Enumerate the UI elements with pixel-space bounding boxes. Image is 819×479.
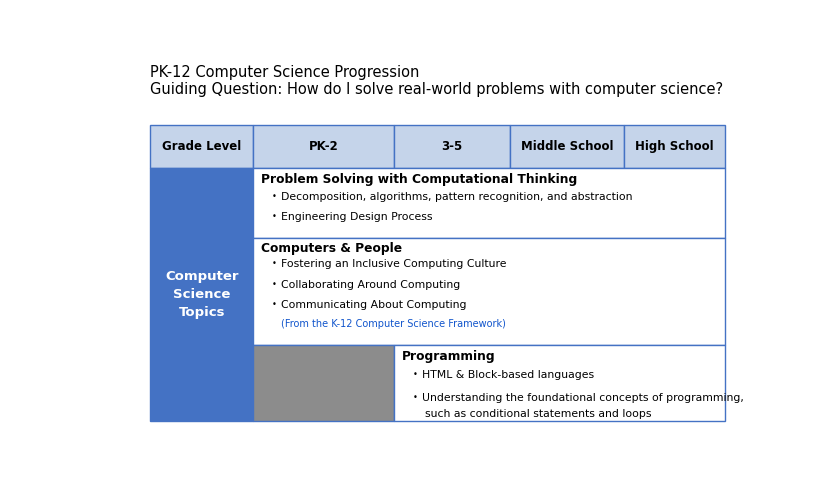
Text: Fostering an Inclusive Computing Culture: Fostering an Inclusive Computing Culture	[281, 259, 506, 269]
Bar	[151, 125, 253, 168]
Text: Grade Level: Grade Level	[162, 140, 242, 153]
Text: Problem Solving with Computational Thinking: Problem Solving with Computational Think…	[260, 173, 577, 186]
Text: 3-5: 3-5	[441, 140, 463, 153]
Text: •: •	[272, 212, 277, 221]
Text: Programming: Programming	[401, 350, 495, 363]
Bar	[253, 168, 726, 238]
Text: Understanding the foundational concepts of programming,: Understanding the foundational concepts …	[422, 393, 744, 403]
Text: •: •	[272, 259, 277, 268]
Text: Engineering Design Process: Engineering Design Process	[281, 212, 432, 222]
Text: High School: High School	[636, 140, 714, 153]
Text: HTML & Block-based languages: HTML & Block-based languages	[422, 370, 594, 380]
Text: PK-2: PK-2	[309, 140, 338, 153]
Bar	[253, 238, 726, 345]
Text: •: •	[272, 300, 277, 309]
Text: Computer
Science
Topics: Computer Science Topics	[165, 270, 238, 319]
Bar	[394, 345, 726, 421]
Text: Computers & People: Computers & People	[260, 242, 402, 255]
Bar	[394, 125, 510, 168]
Text: •: •	[413, 370, 418, 379]
Text: •: •	[413, 393, 418, 402]
Text: Decomposition, algorithms, pattern recognition, and abstraction: Decomposition, algorithms, pattern recog…	[281, 192, 632, 202]
Text: •: •	[272, 192, 277, 201]
Bar	[253, 345, 394, 421]
Text: such as conditional statements and loops: such as conditional statements and loops	[425, 410, 651, 420]
Bar	[253, 125, 394, 168]
Bar	[510, 125, 623, 168]
Text: (From the K-12 Computer Science Framework): (From the K-12 Computer Science Framewor…	[281, 319, 506, 329]
Bar	[151, 168, 253, 421]
Text: PK-12 Computer Science Progression: PK-12 Computer Science Progression	[151, 65, 420, 80]
Bar	[623, 125, 726, 168]
Text: Communicating About Computing: Communicating About Computing	[281, 300, 467, 310]
Text: •: •	[272, 280, 277, 289]
Text: Guiding Question: How do I solve real-world problems with computer science?: Guiding Question: How do I solve real-wo…	[151, 82, 723, 97]
Text: Middle School: Middle School	[521, 140, 613, 153]
Text: Collaborating Around Computing: Collaborating Around Computing	[281, 280, 460, 290]
